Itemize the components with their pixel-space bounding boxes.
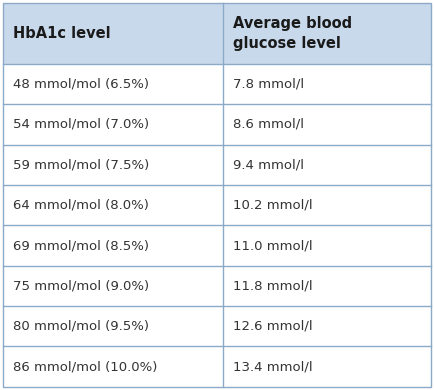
Bar (3, 306, 431, 346)
Bar (3, 266, 431, 306)
Text: 54 mmol/mol (7.0%): 54 mmol/mol (7.0%) (13, 118, 149, 131)
Text: 64 mmol/mol (8.0%): 64 mmol/mol (8.0%) (13, 199, 149, 212)
Text: 69 mmol/mol (8.5%): 69 mmol/mol (8.5%) (13, 239, 149, 252)
Bar (3, 104, 431, 145)
Bar (3, 185, 431, 225)
Text: 59 mmol/mol (7.5%): 59 mmol/mol (7.5%) (13, 158, 149, 171)
Text: 80 mmol/mol (9.5%): 80 mmol/mol (9.5%) (13, 320, 149, 333)
Text: 11.0 mmol/l: 11.0 mmol/l (233, 239, 312, 252)
Text: 7.8 mmol/l: 7.8 mmol/l (233, 78, 304, 90)
Text: 8.6 mmol/l: 8.6 mmol/l (233, 118, 304, 131)
Text: 48 mmol/mol (6.5%): 48 mmol/mol (6.5%) (13, 78, 149, 90)
Text: 86 mmol/mol (10.0%): 86 mmol/mol (10.0%) (13, 360, 157, 373)
Text: 12.6 mmol/l: 12.6 mmol/l (233, 320, 312, 333)
Text: 13.4 mmol/l: 13.4 mmol/l (233, 360, 312, 373)
Text: 75 mmol/mol (9.0%): 75 mmol/mol (9.0%) (13, 279, 149, 292)
Text: Average blood
glucose level: Average blood glucose level (233, 16, 352, 51)
Bar (3, 346, 431, 387)
Bar (3, 3, 431, 64)
Text: 11.8 mmol/l: 11.8 mmol/l (233, 279, 312, 292)
Bar (3, 64, 431, 104)
Bar (3, 225, 431, 266)
Text: 10.2 mmol/l: 10.2 mmol/l (233, 199, 312, 212)
Text: HbA1c level: HbA1c level (13, 26, 111, 41)
Text: 9.4 mmol/l: 9.4 mmol/l (233, 158, 304, 171)
Bar (3, 145, 431, 185)
